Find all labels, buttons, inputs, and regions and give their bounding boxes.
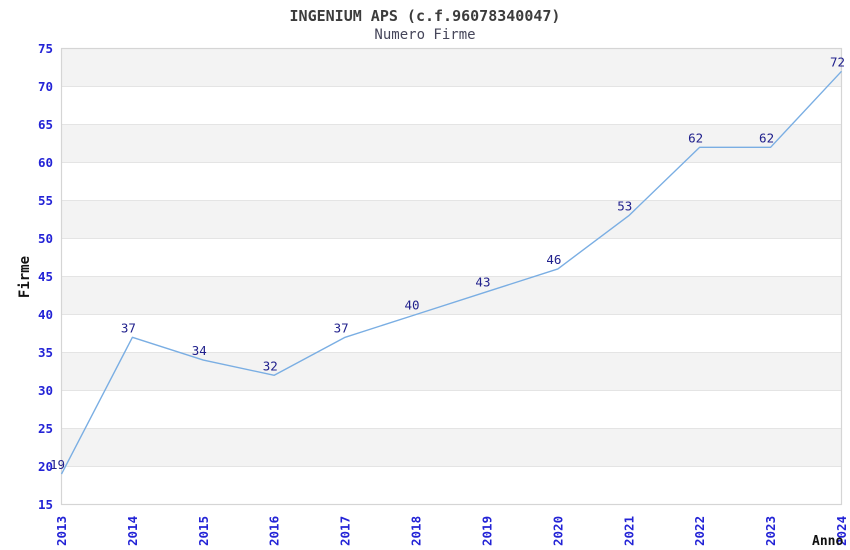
x-tick-label: 2018 xyxy=(409,516,424,546)
data-label: 43 xyxy=(475,275,490,290)
y-tick-label: 50 xyxy=(38,231,53,246)
y-tick-label: 70 xyxy=(38,79,53,94)
x-tick-label: 2023 xyxy=(763,516,778,546)
plot-band xyxy=(61,200,842,239)
y-tick-label: 45 xyxy=(38,269,53,284)
data-labels: 19 37 34 32 37 40 43 46 53 62 62 72 xyxy=(50,54,845,472)
plot-band xyxy=(61,428,842,467)
x-tick-label: 2017 xyxy=(338,516,353,546)
y-tick-label: 55 xyxy=(38,193,53,208)
data-label: 53 xyxy=(617,199,632,214)
x-tick-label: 2022 xyxy=(692,516,707,546)
data-label: 62 xyxy=(688,130,703,145)
x-tick-label: 2019 xyxy=(479,516,494,546)
line-series xyxy=(60,70,843,475)
y-tick-label: 60 xyxy=(38,155,53,170)
x-tick-label: 2016 xyxy=(267,516,282,546)
x-axis-title: Anno xyxy=(812,534,844,549)
data-label: 40 xyxy=(405,298,420,313)
data-label: 37 xyxy=(334,320,349,335)
plot-border xyxy=(60,47,843,506)
x-tick-label: 2020 xyxy=(550,516,565,546)
data-label: 72 xyxy=(830,54,845,69)
y-tick-label: 75 xyxy=(38,41,53,56)
y-tick-label: 30 xyxy=(38,383,53,398)
data-label: 37 xyxy=(121,320,136,335)
data-label: 34 xyxy=(192,343,207,358)
plot-band xyxy=(61,276,842,315)
y-tick-label: 40 xyxy=(38,307,53,322)
x-tick-labels: 2013 2014 2015 2016 2017 2018 2019 2020 2021 2022… xyxy=(54,516,849,546)
plot-band xyxy=(61,352,842,391)
y-tick-labels: 15 20 25 30 35 40 45 50 55 60 65 70 75 xyxy=(38,41,53,512)
data-label: 32 xyxy=(263,358,278,373)
y-tick-label: 65 xyxy=(38,117,53,132)
data-label: 46 xyxy=(546,252,561,267)
y-axis-title: Firme xyxy=(17,255,33,299)
y-tick-label: 35 xyxy=(38,345,53,360)
data-label: 62 xyxy=(759,130,774,145)
plot-band xyxy=(61,124,842,163)
x-tick-label: 2015 xyxy=(196,516,211,546)
plot-band xyxy=(61,48,842,87)
chart-subtitle: Numero Firme xyxy=(374,27,476,43)
x-tick-label: 2013 xyxy=(54,516,69,546)
y-tick-label: 25 xyxy=(38,421,53,436)
x-tick-label: 2014 xyxy=(125,516,140,546)
x-tick-label: 2021 xyxy=(621,516,636,546)
x-tick-label: 2024 xyxy=(834,516,849,546)
chart-title: INGENIUM APS (c.f.96078340047) xyxy=(289,7,561,25)
y-tick-label: 15 xyxy=(38,497,53,512)
data-label: 19 xyxy=(50,457,65,472)
y-tick-label: 20 xyxy=(38,459,53,474)
